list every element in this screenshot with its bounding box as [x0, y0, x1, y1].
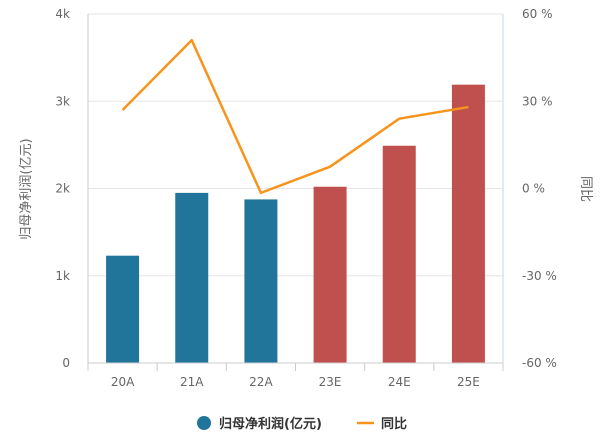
right-axis-tick-label: 60 % — [522, 7, 553, 21]
gridlines — [88, 13, 503, 277]
left-axis-tick-label: 2k — [55, 182, 70, 196]
bar — [451, 84, 485, 364]
bar — [313, 186, 347, 363]
right-axis-tick-label: 30 % — [522, 94, 553, 108]
left-axis-tick-label: 3k — [55, 94, 70, 108]
x-axis-tick-label: 22A — [249, 375, 273, 389]
bar — [244, 199, 278, 363]
right-axis-tick-label: -30 % — [522, 269, 557, 283]
x-axis-tick-label: 20A — [111, 375, 135, 389]
line-series — [121, 38, 469, 195]
bar — [382, 145, 416, 363]
bar — [106, 255, 140, 363]
left-axis-title: 归母净利润(亿元) — [19, 138, 34, 239]
left-axis-tick-label: 4k — [55, 7, 70, 21]
left-axis-tick-label: 0 — [62, 356, 70, 370]
series-line — [121, 38, 469, 195]
x-axis-ticks: 20A 21A 22A 23E 24E 25E — [87, 363, 504, 389]
right-axis-tick-label: -60 % — [522, 356, 557, 370]
bar-series — [106, 84, 485, 364]
legend-marker-bar — [197, 416, 211, 430]
bar — [175, 192, 209, 363]
x-axis-tick-label: 25E — [457, 375, 480, 389]
legend-label-line: 同比 — [381, 416, 407, 432]
right-axis-title: 同比 — [578, 176, 593, 202]
right-axis-tick-label: 0 % — [522, 182, 545, 196]
x-axis-tick-label: 23E — [319, 375, 342, 389]
x-axis-tick-label: 21A — [180, 375, 204, 389]
legend-label-bar: 归母净利润(亿元) — [219, 416, 322, 432]
left-axis-tick-label: 1k — [55, 269, 70, 283]
y-axis-tick-labels: 0 1k 2k 3k 4k -60 % -30 % 0 % 30 % 60 % — [55, 7, 556, 370]
legend: 归母净利润(亿元) 同比 — [197, 416, 407, 432]
x-axis-tick-label: 24E — [388, 375, 411, 389]
